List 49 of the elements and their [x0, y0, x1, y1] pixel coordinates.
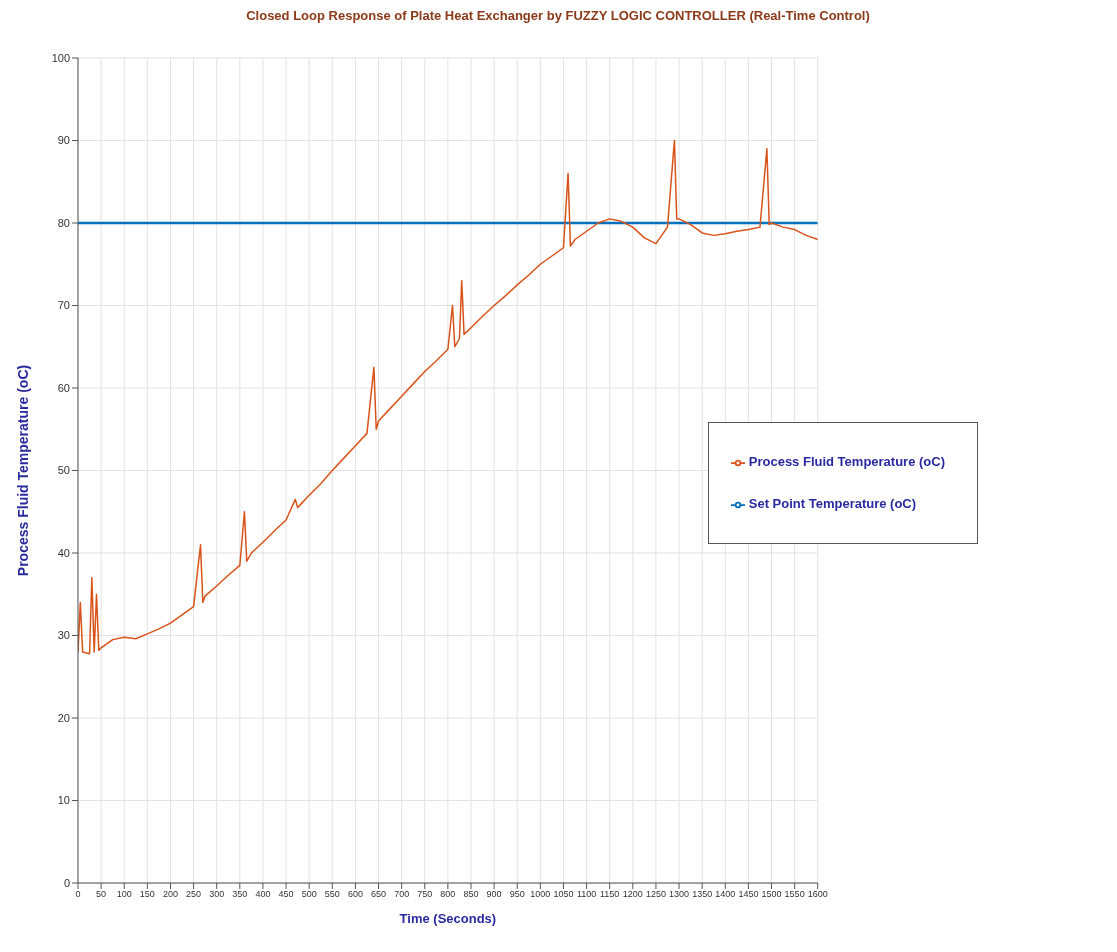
y-tick-label: 70: [57, 299, 70, 312]
y-tick-label: 20: [57, 711, 70, 724]
x-tick-label: 500: [301, 889, 317, 900]
x-tick-label: 1450: [738, 889, 759, 900]
x-tick-label: 600: [347, 889, 363, 900]
x-tick-label: 1600: [807, 889, 828, 900]
x-tick-label: 0: [75, 889, 81, 900]
x-tick-label: 750: [417, 889, 433, 900]
x-tick-label: 1100: [576, 889, 597, 900]
y-tick-label: 50: [57, 464, 70, 477]
x-tick-label: 1500: [761, 889, 782, 900]
x-tick-label: 1400: [715, 889, 736, 900]
x-tick-label: 1000: [530, 889, 551, 900]
x-tick-label: 1150: [600, 889, 620, 900]
x-tick-label: 400: [255, 889, 271, 900]
y-tick-label: 40: [57, 546, 70, 559]
x-tick-label: 550: [324, 889, 340, 900]
legend-label: Process Fluid Temperature (oC): [748, 454, 945, 469]
x-tick-label: 950: [509, 889, 525, 900]
x-tick-label: 1350: [692, 889, 713, 900]
x-tick-label: 200: [162, 889, 178, 900]
y-tick-label: 0: [63, 876, 70, 889]
y-tick-label: 10: [57, 794, 70, 807]
y-tick-label: 60: [57, 381, 70, 394]
x-tick-label: 1550: [784, 889, 805, 900]
y-tick-label: 80: [57, 216, 70, 229]
chart-title: Closed Loop Response of Plate Heat Exchanger by FUZZY LOGIC CONTROLLER (Real-Time Control): [245, 8, 871, 25]
x-tick-label: 250: [186, 889, 202, 900]
x-tick-label: 900: [486, 889, 502, 900]
x-axis-title: Time (Seconds): [399, 911, 497, 926]
x-tick-label: 1050: [553, 889, 574, 900]
x-tick-label: 850: [463, 889, 479, 900]
x-tick-label: 50: [96, 889, 107, 900]
legend-label: Set Point Temperature (oC): [748, 496, 917, 511]
x-tick-label: 350: [232, 889, 248, 900]
x-tick-label: 1200: [622, 889, 643, 900]
y-tick-label: 100: [51, 51, 70, 64]
x-tick-label: 800: [440, 889, 456, 900]
y-tick-label: 90: [57, 134, 70, 147]
x-tick-label: 100: [116, 889, 132, 900]
x-tick-label: 1250: [645, 889, 666, 900]
x-tick-label: 650: [371, 889, 387, 900]
y-tick-label: 30: [57, 629, 70, 642]
y-axis-title: Process Fluid Temperature (oC): [14, 364, 31, 577]
x-tick-label: 150: [139, 889, 155, 900]
x-tick-label: 700: [394, 889, 410, 900]
x-tick-label: 450: [278, 889, 294, 900]
x-tick-label: 300: [209, 889, 225, 900]
x-tick-label: 1300: [669, 889, 690, 900]
